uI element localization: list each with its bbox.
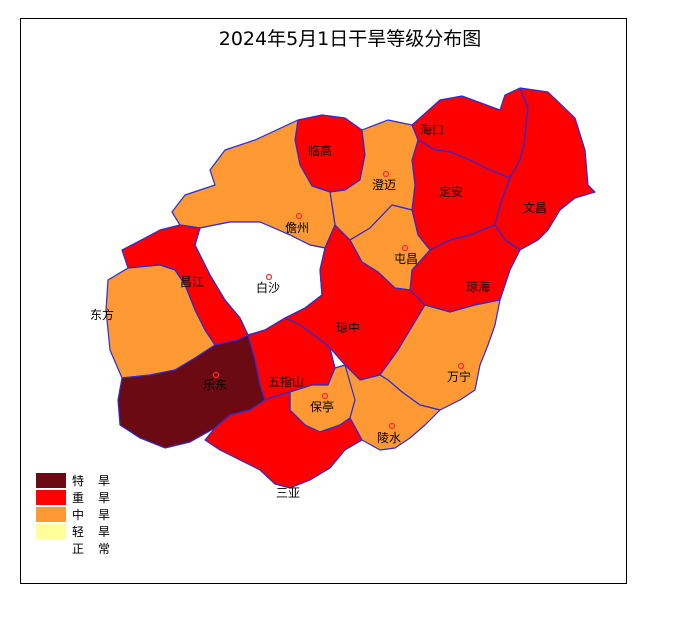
legend-item-light: 轻旱 [36,523,124,540]
city-dot-tunchang [401,244,409,252]
legend-item-severe: 重旱 [36,489,124,506]
legend-item-moderate: 中旱 [36,506,124,523]
city-dot-baoting [321,392,329,400]
label-wenchang: 文昌 [523,200,547,215]
legend-item-normal: 正常 [36,540,124,557]
label-dingan: 定安 [439,184,463,199]
city-dot-wanning [457,362,465,370]
label-tunchang: 屯昌 [394,252,418,266]
label-dongfang: 东方 [90,307,114,322]
region-wenchang [494,87,596,251]
label-danzhou: 儋州 [285,221,309,235]
legend-swatch [36,507,66,522]
city-dot-baisha [265,273,273,281]
city-dot-danzhou [295,212,303,220]
region-sanya [204,391,363,489]
label-qiongzhong: 琼中 [336,320,360,335]
label-haikou: 海口 [420,122,444,137]
legend-label: 中旱 [72,508,125,522]
label-wanning: 万宁 [447,369,471,384]
label-sanya: 三亚 [276,486,300,500]
legend-swatch [36,524,66,539]
label-chengmai: 澄迈 [372,177,396,192]
legend-label: 正常 [72,542,125,556]
legend-item-extreme: 特旱 [36,472,124,489]
label-lingao: 临高 [308,143,332,158]
city-dot-chengmai [382,170,390,178]
city-dot-ledong [212,371,220,379]
city-markers [212,170,465,430]
label-baisha: 白沙 [256,280,280,295]
label-baoting: 保亭 [310,399,334,414]
legend-label: 轻旱 [72,525,125,539]
label-qionghai: 琼海 [466,279,490,294]
region-wanning [379,299,501,411]
label-ledong: 乐东 [203,378,227,392]
map-title: 2024年5月1日干旱等级分布图 [218,28,482,50]
label-changjiang: 昌江 [180,275,204,289]
legend-swatch [36,490,66,505]
city-dot-lingshui [388,422,396,430]
legend-swatch [36,541,66,556]
legend-label: 重旱 [72,491,125,505]
legend-swatch [36,473,66,488]
label-lingshui: 陵水 [377,431,401,445]
legend: 特旱 重旱 中旱 轻旱 正常 [36,472,124,557]
label-wuzhishan: 五指山 [268,374,304,389]
legend-label: 特旱 [72,474,125,488]
